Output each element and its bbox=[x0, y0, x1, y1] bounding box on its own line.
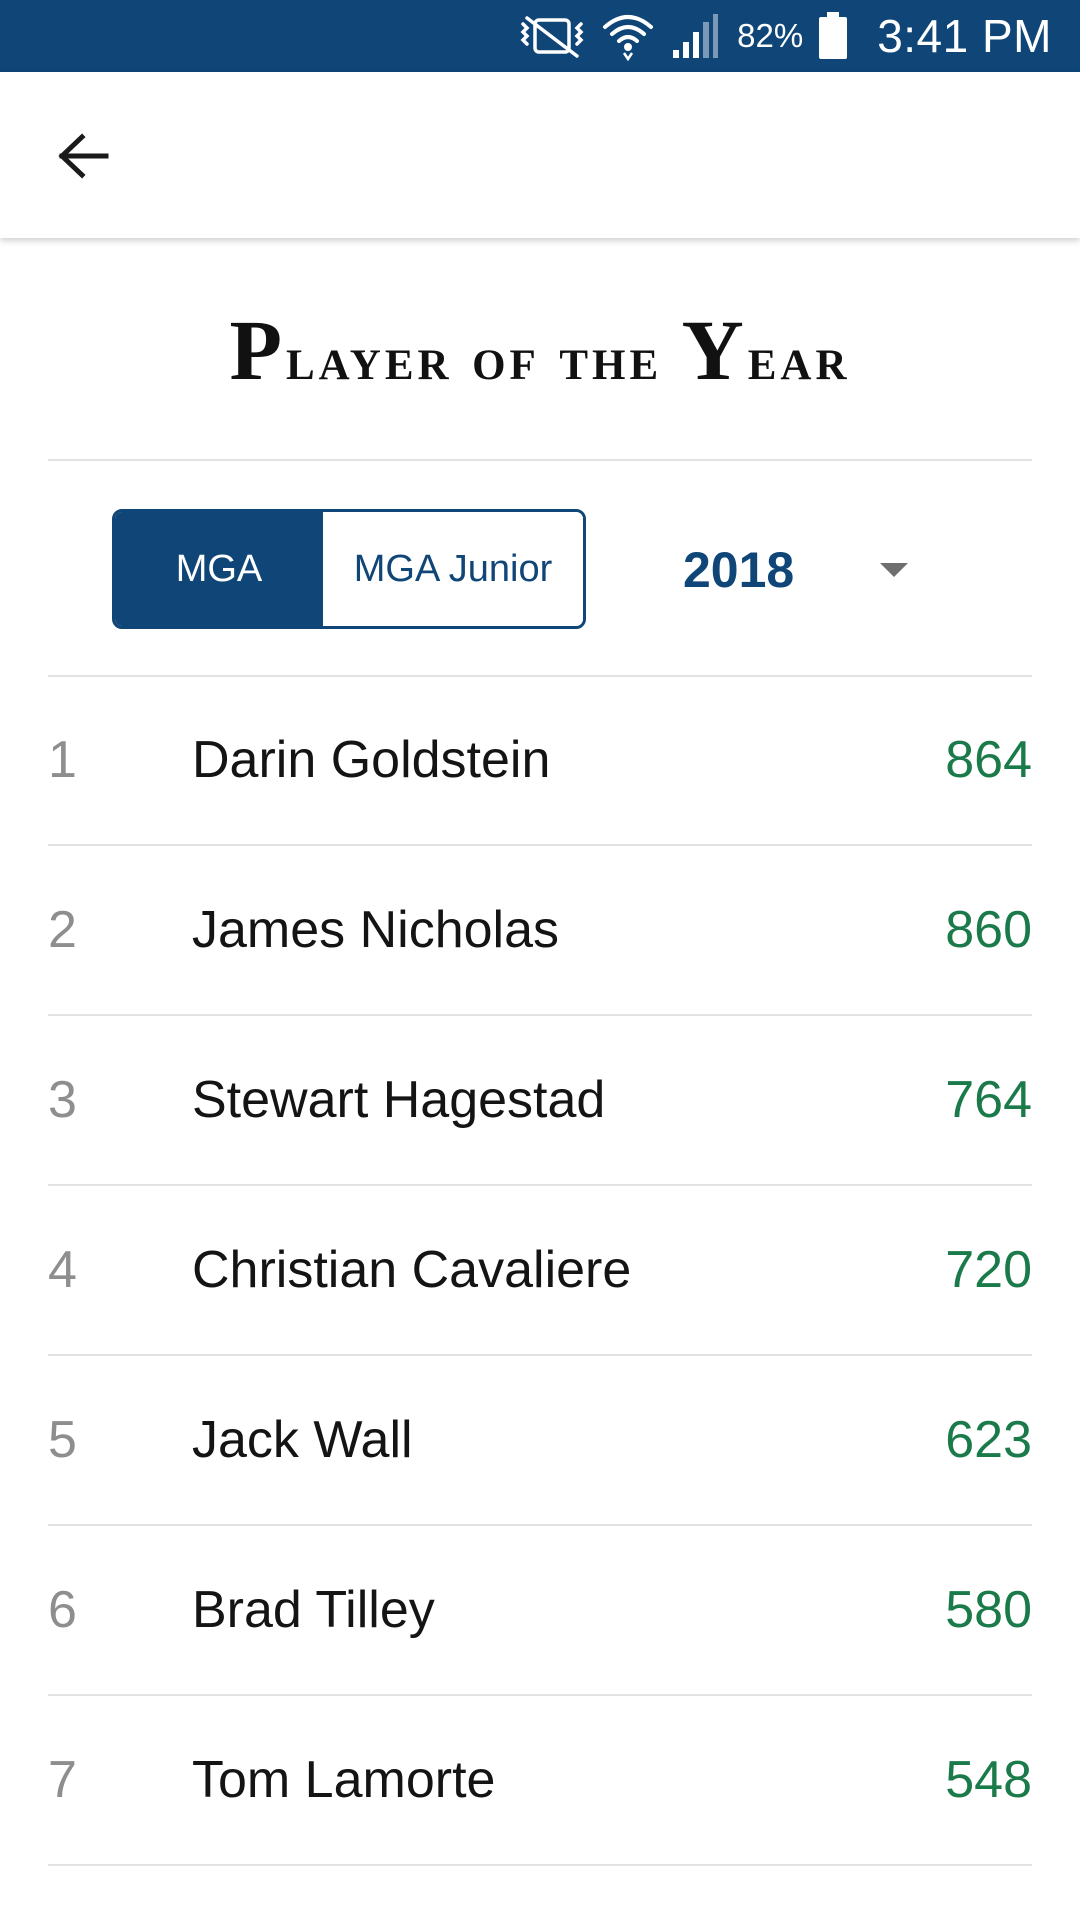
player-name: Brad Tilley bbox=[192, 1581, 435, 1639]
player-name: Jack Wall bbox=[192, 1411, 413, 1469]
list-item[interactable]: 4 Christian Cavaliere 720 bbox=[48, 1186, 1032, 1356]
player-points: 720 bbox=[945, 1241, 1032, 1299]
player-points: 764 bbox=[945, 1071, 1032, 1129]
vibrate-muted-icon bbox=[517, 14, 587, 58]
divider bbox=[48, 675, 1032, 677]
list-item[interactable]: 6 Brad Tilley 580 bbox=[48, 1526, 1032, 1696]
signal-icon bbox=[669, 12, 719, 60]
rank-number: 7 bbox=[48, 1751, 77, 1809]
player-name: Tom Lamorte bbox=[192, 1751, 496, 1809]
rank-number: 6 bbox=[48, 1581, 77, 1639]
page-title-word: the bbox=[559, 325, 663, 393]
player-name: James Nicholas bbox=[192, 901, 560, 959]
page-title-word: Year bbox=[681, 302, 851, 398]
rank-number: 4 bbox=[48, 1241, 77, 1299]
rank-number: 5 bbox=[48, 1411, 77, 1469]
player-points: 580 bbox=[945, 1581, 1032, 1639]
leaderboard-list: 1 Darin Goldstein 864 2 James Nicholas 8… bbox=[48, 676, 1032, 1866]
player-points: 860 bbox=[945, 901, 1032, 959]
player-points: 548 bbox=[945, 1751, 1032, 1809]
status-clock: 3:41 PM bbox=[877, 10, 1052, 62]
page-title-word: of bbox=[472, 325, 540, 393]
battery-percentage: 82% bbox=[737, 17, 804, 54]
status-bar: 82% 3:41 PM bbox=[0, 0, 1080, 72]
battery-icon bbox=[817, 11, 849, 61]
rank-number: 1 bbox=[48, 731, 77, 789]
player-name: Stewart Hagestad bbox=[192, 1071, 606, 1129]
wifi-icon bbox=[601, 11, 655, 61]
tab-mga-junior[interactable]: MGA Junior bbox=[323, 512, 583, 626]
player-name: Darin Goldstein bbox=[192, 731, 551, 789]
league-toggle: MGA MGA Junior bbox=[112, 509, 586, 629]
player-points: 864 bbox=[945, 731, 1032, 789]
app-bar bbox=[0, 72, 1080, 238]
player-name: Christian Cavaliere bbox=[192, 1241, 632, 1299]
year-dropdown[interactable]: 2018 bbox=[660, 520, 930, 620]
page-title: Player of the Year bbox=[0, 300, 1080, 400]
page-title-word: Player bbox=[229, 302, 453, 398]
divider bbox=[48, 459, 1032, 461]
list-item[interactable]: 3 Stewart Hagestad 764 bbox=[48, 1016, 1032, 1186]
rank-number: 2 bbox=[48, 901, 77, 959]
list-item[interactable]: 5 Jack Wall 623 bbox=[48, 1356, 1032, 1526]
tab-mga[interactable]: MGA bbox=[115, 512, 323, 626]
list-item[interactable]: 7 Tom Lamorte 548 bbox=[48, 1696, 1032, 1866]
player-points: 623 bbox=[945, 1411, 1032, 1469]
list-item[interactable]: 2 James Nicholas 860 bbox=[48, 846, 1032, 1016]
dropdown-triangle-icon bbox=[878, 561, 910, 584]
back-button[interactable] bbox=[48, 120, 120, 192]
list-item[interactable]: 1 Darin Goldstein 864 bbox=[48, 676, 1032, 846]
arrow-left-icon bbox=[58, 133, 109, 179]
year-value: 2018 bbox=[683, 542, 795, 598]
rank-number: 3 bbox=[48, 1071, 77, 1129]
